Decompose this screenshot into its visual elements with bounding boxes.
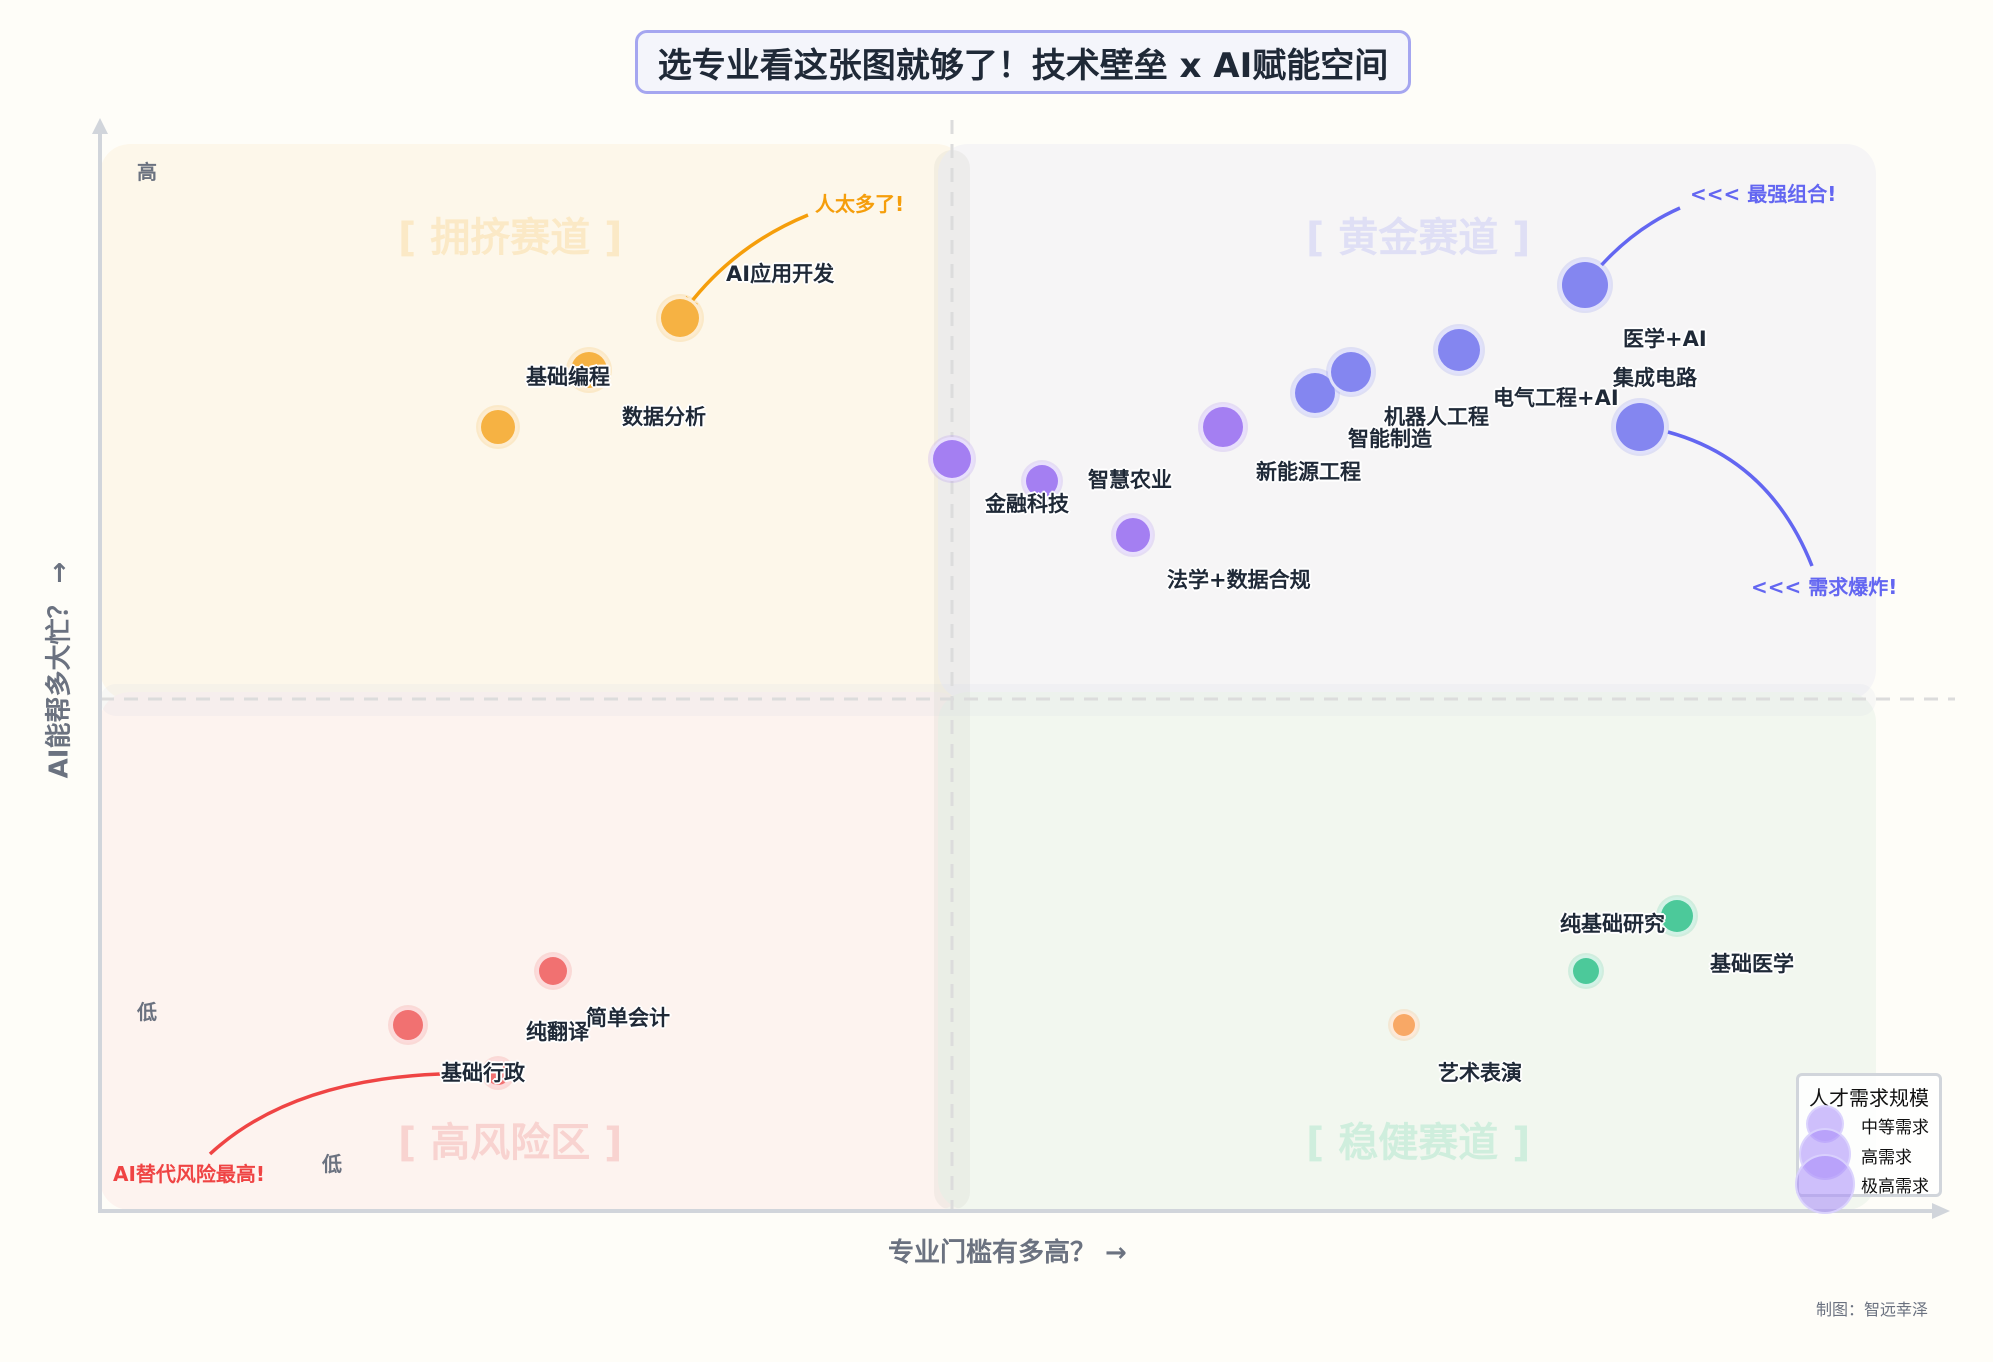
bubble-point xyxy=(1023,462,1061,500)
bubble-label: 新能源工程 xyxy=(1256,460,1361,484)
bubble-point xyxy=(1613,400,1667,454)
x-axis-low-label: 低 xyxy=(322,1152,342,1176)
bubble-label: AI应用开发 xyxy=(726,262,835,286)
bubble-label: 数据分析 xyxy=(622,405,706,429)
bubble-label: 电气工程+AI xyxy=(1493,386,1619,410)
bubble-label: 法学+数据合规 xyxy=(1167,568,1311,592)
bubble-point xyxy=(1658,897,1696,935)
zone-label-golden: [ 黄金赛道 ] xyxy=(1306,215,1531,261)
bubble-label: 纯翻译 xyxy=(526,1020,589,1044)
bubble-point xyxy=(1113,515,1153,555)
annotation-demand-boom: <<< 需求爆炸! xyxy=(1751,575,1898,599)
annotation-ai-risk: AI替代风险最高! xyxy=(113,1162,266,1186)
annotation-best-combo: <<< 最强组合! xyxy=(1690,182,1837,206)
quadrant-stable xyxy=(938,692,1876,1210)
bubble-point xyxy=(930,437,974,481)
bubble-point xyxy=(483,1058,513,1088)
quadrant-crowded xyxy=(100,144,966,700)
legend-swatch-very-high xyxy=(1795,1154,1855,1214)
bubble-label: 纯基础研究 xyxy=(1560,912,1665,936)
size-legend: 人才需求规模 中等需求 高需求 极高需求 xyxy=(1795,1073,1942,1214)
bubble-label: 智能制造 xyxy=(1348,427,1432,451)
zone-label-crowded: [ 拥挤赛道 ] xyxy=(398,215,623,261)
bubble-point xyxy=(1200,404,1246,450)
bubble-point xyxy=(1328,349,1374,395)
bubble-label: 金融科技 xyxy=(985,492,1069,516)
bubble-point xyxy=(1390,1011,1418,1039)
y-axis-title: AI能帮多大忙？ → xyxy=(44,561,75,779)
bubble-label: 基础行政 xyxy=(441,1061,525,1085)
bubble-label: 基础医学 xyxy=(1710,952,1794,976)
bubble-label: 机器人工程 xyxy=(1384,405,1489,429)
bubble-label: 简单会计 xyxy=(586,1006,670,1030)
quadrant-high-risk xyxy=(100,692,966,1210)
bubble-label: 医学+AI xyxy=(1623,327,1707,351)
y-axis-low-label: 低 xyxy=(137,1000,157,1024)
bubble-point xyxy=(1559,259,1611,311)
chart-title-box: 选专业看这张图就够了！技术壁垒 x AI赋能空间 xyxy=(635,30,1411,94)
bubble-point xyxy=(390,1007,426,1043)
y-axis-high-label: 高 xyxy=(137,160,157,184)
bubble-point xyxy=(1570,955,1602,987)
zone-label-high-risk: [ 高风险区 ] xyxy=(398,1120,623,1166)
legend-item-medium: 中等需求 xyxy=(1861,1118,1929,1138)
annotation-crowded: 人太多了! xyxy=(815,192,905,216)
bubble-point xyxy=(658,296,702,340)
legend-item-very-high: 极高需求 xyxy=(1861,1177,1929,1197)
credit-text: 制图：智远幸泽 xyxy=(1816,1300,1929,1319)
x-axis-title: 专业门槛有多高？ → xyxy=(888,1238,1127,1268)
bubble-label: 智慧农业 xyxy=(1088,468,1172,492)
bubble-point xyxy=(1435,326,1483,374)
bubble-point xyxy=(568,349,610,391)
chart-title: 选专业看这张图就够了！技术壁垒 x AI赋能空间 xyxy=(657,45,1389,86)
bubble-label: 艺术表演 xyxy=(1438,1061,1522,1085)
bubble-point xyxy=(478,407,518,447)
legend-item-high: 高需求 xyxy=(1861,1148,1912,1168)
bubble-point xyxy=(536,954,570,988)
bubble-point xyxy=(1292,370,1338,416)
bubble-label: 基础编程 xyxy=(526,365,610,389)
zone-label-stable: [ 稳健赛道 ] xyxy=(1306,1120,1531,1166)
bubble-label: 集成电路 xyxy=(1613,366,1697,390)
quadrant-golden xyxy=(938,144,1876,700)
